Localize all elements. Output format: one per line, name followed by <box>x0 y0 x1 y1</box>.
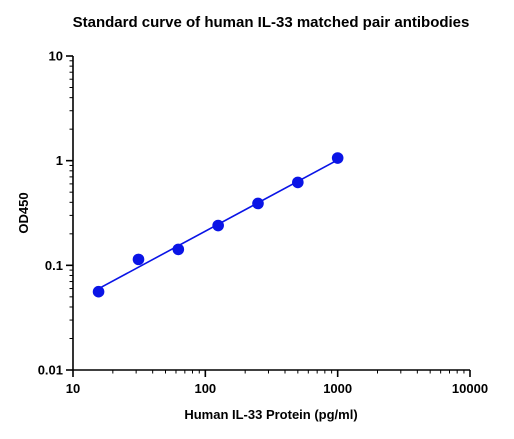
data-point <box>132 253 145 266</box>
data-point <box>252 197 264 210</box>
x-tick-label: 10 <box>66 381 80 396</box>
ticks: 10 100 1000 10000 0.01 0.1 1 10 <box>38 49 488 397</box>
data-point <box>92 285 105 298</box>
x-axis-label: Human IL-33 Protein (pg/ml) <box>184 407 357 422</box>
y-axis-label: OD450 <box>16 192 31 233</box>
x-tick-label: 10000 <box>452 381 488 396</box>
y-tick-label: 10 <box>49 49 63 64</box>
data-point <box>331 152 344 164</box>
y-tick-label: 1 <box>56 153 63 168</box>
chart-title: Standard curve of human IL-33 matched pa… <box>73 14 470 31</box>
series-layer <box>92 152 344 298</box>
x-tick-label: 1000 <box>323 381 352 396</box>
axes <box>72 56 470 371</box>
data-point <box>172 243 185 256</box>
data-point <box>292 176 304 189</box>
data-point <box>212 219 224 232</box>
x-tick-label: 100 <box>194 381 216 396</box>
y-tick-label: 0.01 <box>38 363 63 378</box>
y-tick-label: 0.1 <box>45 258 63 273</box>
